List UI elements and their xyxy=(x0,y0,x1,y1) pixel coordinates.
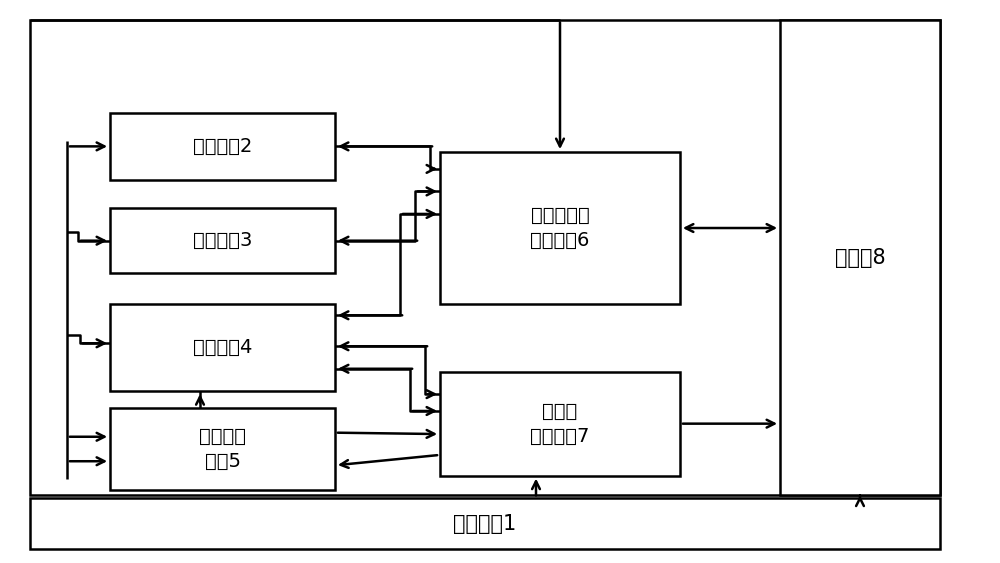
Bar xyxy=(110,304,335,391)
Text: 供电装置1: 供电装置1 xyxy=(453,513,517,534)
Bar xyxy=(780,20,940,495)
Text: 样品传动
装置5: 样品传动 装置5 xyxy=(199,427,246,471)
Bar xyxy=(30,20,940,495)
Text: 信号预
处理单元7: 信号预 处理单元7 xyxy=(530,401,590,446)
Text: 测量装置4: 测量装置4 xyxy=(193,338,252,357)
Bar xyxy=(440,372,680,476)
Bar xyxy=(110,408,335,490)
Text: 上位机8: 上位机8 xyxy=(835,248,885,267)
Text: 驱动与状态
反馈模块6: 驱动与状态 反馈模块6 xyxy=(530,206,590,250)
Bar xyxy=(110,208,335,273)
Text: 采样装置3: 采样装置3 xyxy=(193,231,252,250)
Text: 抬压装置2: 抬压装置2 xyxy=(193,137,252,156)
Bar xyxy=(440,152,680,304)
Bar xyxy=(110,113,335,180)
Bar xyxy=(30,498,940,549)
